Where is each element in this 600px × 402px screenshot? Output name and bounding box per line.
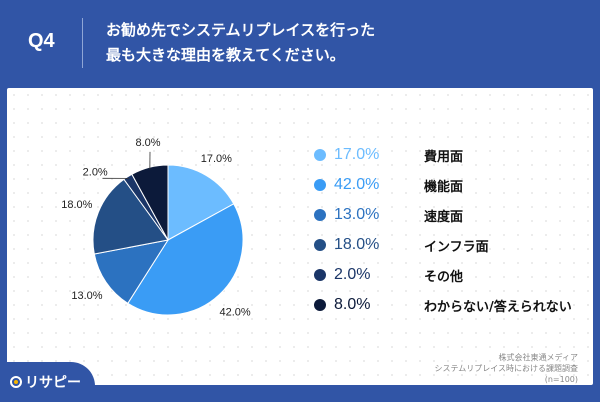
source-company: 株式会社東通メディア <box>434 352 578 363</box>
source-note: 株式会社東通メディア システムリプレイス時における課題調査 (n=100) <box>434 352 578 385</box>
legend-dot <box>314 269 326 281</box>
legend-label: 機能面 <box>424 176 463 195</box>
slice-label: 8.0% <box>135 137 160 149</box>
legend-percent: 17.0% <box>334 146 424 164</box>
legend-label: インフラ面 <box>424 236 489 255</box>
legend-percent: 42.0% <box>334 176 424 194</box>
legend-label: 費用面 <box>424 146 463 165</box>
legend-dot <box>314 299 326 311</box>
legend-percent: 18.0% <box>334 236 424 254</box>
legend-dot <box>314 209 326 221</box>
source-survey: システムリプレイス時における課題調査 <box>434 363 578 374</box>
legend-item: 2.0%その他 <box>314 260 572 290</box>
legend-item: 18.0%インフラ面 <box>314 230 572 260</box>
legend-item: 42.0%機能面 <box>314 170 572 200</box>
legend-label: 速度面 <box>424 206 463 225</box>
slice-label: 13.0% <box>71 290 102 302</box>
legend-percent: 13.0% <box>334 206 424 224</box>
slice-label: 17.0% <box>201 153 232 165</box>
legend-label: わからない/答えられない <box>424 296 572 315</box>
legend-dot <box>314 149 326 161</box>
slice-label: 18.0% <box>61 199 92 211</box>
legend-dot <box>314 179 326 191</box>
legend-item: 8.0%わからない/答えられない <box>314 290 572 320</box>
legend-percent: 8.0% <box>334 296 424 314</box>
source-sample: (n=100) <box>434 374 578 385</box>
legend-item: 17.0%費用面 <box>314 140 572 170</box>
slice-label: 2.0% <box>83 166 108 178</box>
legend-percent: 2.0% <box>334 266 424 284</box>
legend-dot <box>314 239 326 251</box>
legend-label: その他 <box>424 266 463 285</box>
slice-label: 42.0% <box>219 306 250 318</box>
legend-item: 13.0%速度面 <box>314 200 572 230</box>
